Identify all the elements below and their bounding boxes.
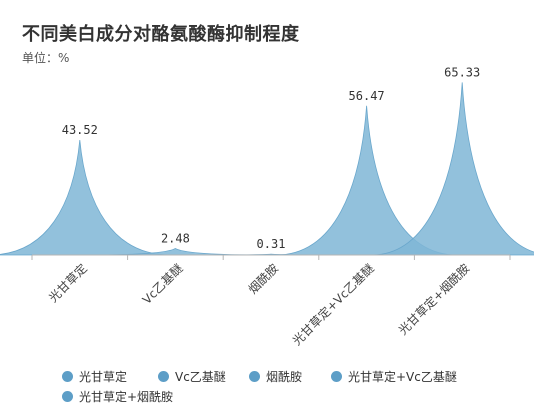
legend-label-1: 光甘草定 xyxy=(79,370,128,384)
legend-item-2[interactable]: Vc乙基醚 xyxy=(158,368,226,385)
legend-item-1[interactable]: 光甘草定 xyxy=(62,368,127,385)
data-label-2: 2.48 xyxy=(161,231,190,245)
legend-item-3[interactable]: 烟酰胺 xyxy=(249,368,302,385)
legend-label-2: Vc乙基醚 xyxy=(175,370,226,384)
chart-title: 不同美白成分对酪氨酸酶抑制程度 xyxy=(22,24,300,45)
legend-item-5[interactable]: 光甘草定+烟酰胺 xyxy=(62,388,173,405)
data-label-4: 56.47 xyxy=(349,89,385,103)
legend-label-4: 光甘草定+Vc乙基醚 xyxy=(348,370,457,384)
x-tick-label-3: 烟酰胺 xyxy=(246,261,281,296)
x-tick-label-4: 光甘草定+Vc乙基醚 xyxy=(289,261,377,349)
data-label-3: 0.31 xyxy=(257,237,286,251)
legend-marker-1 xyxy=(62,371,73,382)
legend-item-4[interactable]: 光甘草定+Vc乙基醚 xyxy=(331,368,457,385)
x-tick-label-1: 光甘草定 xyxy=(45,261,90,306)
legend-marker-5 xyxy=(62,391,73,402)
legend-label-3: 烟酰胺 xyxy=(266,370,303,384)
x-tick-label-2: Vc乙基醚 xyxy=(140,261,186,307)
peak-5[interactable] xyxy=(371,82,534,256)
legend-marker-4 xyxy=(331,371,342,382)
peak-1[interactable] xyxy=(0,139,171,256)
data-label-5: 65.33 xyxy=(444,65,480,79)
legend-marker-3 xyxy=(249,371,260,382)
unit-label: 单位：% xyxy=(22,51,70,65)
legend-label-5: 光甘草定+烟酰胺 xyxy=(79,390,174,404)
data-label-1: 43.52 xyxy=(62,123,98,137)
x-tick-label-5: 光甘草定+烟酰胺 xyxy=(395,261,472,338)
legend-marker-2 xyxy=(158,371,169,382)
